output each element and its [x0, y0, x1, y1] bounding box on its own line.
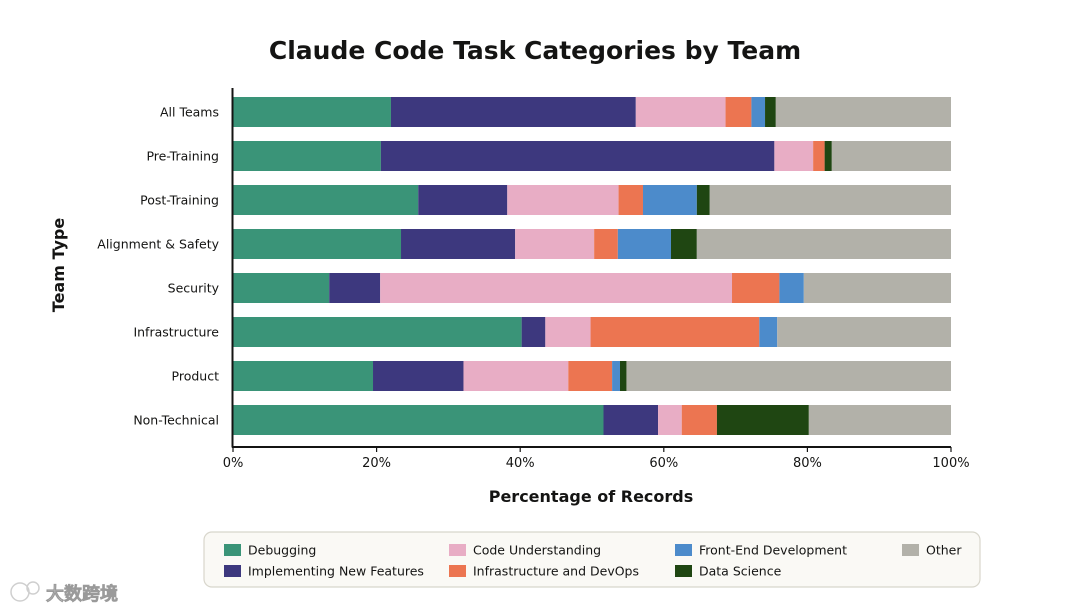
watermark-logo-icon: [10, 582, 30, 602]
bar-alignment-safety-other: [696, 229, 951, 259]
bar-post-training-code-understanding: [507, 185, 619, 215]
category-labels: All Teams Pre-Training Post-Training Alignm…: [97, 105, 219, 428]
bar-non-technical-debugging: [233, 405, 604, 435]
watermark-logo-dot-icon: [26, 581, 40, 595]
x-tick-label-20: 20%: [362, 456, 391, 471]
bar-non-technical-infrastructure-and-devops: [681, 405, 717, 435]
bar-non-technical-code-understanding: [658, 405, 682, 435]
legend-swatch-implementing-new-features: [224, 565, 241, 577]
watermark-text: 大数跨境: [46, 583, 118, 605]
x-axis-ticks: 0% 20% 40% 60% 80% 100%: [223, 447, 970, 471]
x-tick-label-0: 0%: [223, 456, 244, 471]
chart-title: Claude Code Task Categories by Team: [269, 36, 801, 65]
bars-group: [233, 97, 951, 435]
bar-all-teams-code-understanding: [635, 97, 726, 127]
bar-all-teams-infrastructure-and-devops: [725, 97, 752, 127]
category-label-product: Product: [172, 369, 220, 384]
bar-infrastructure-front-end-development: [759, 317, 778, 347]
legend-swatch-data-science: [675, 565, 692, 577]
x-tick-label-60: 60%: [649, 456, 678, 471]
bar-security-front-end-development: [779, 273, 804, 303]
bar-product-code-understanding: [463, 361, 569, 391]
category-label-all-teams: All Teams: [160, 105, 219, 120]
bar-all-teams-front-end-development: [751, 97, 766, 127]
x-tick-label-80: 80%: [793, 456, 822, 471]
bar-security-code-understanding: [380, 273, 733, 303]
x-axis-title: Percentage of Records: [489, 487, 694, 506]
category-label-alignment-safety: Alignment & Safety: [97, 237, 219, 252]
bar-post-training-debugging: [233, 185, 419, 215]
bar-non-technical-data-science: [716, 405, 809, 435]
bar-product-other: [626, 361, 951, 391]
bar-alignment-safety-implementing-new-features: [401, 229, 516, 259]
bar-security-implementing-new-features: [329, 273, 381, 303]
bar-infrastructure-implementing-new-features: [521, 317, 546, 347]
bar-pre-training-debugging: [233, 141, 381, 171]
bar-alignment-safety-data-science: [670, 229, 697, 259]
bar-security-other: [803, 273, 951, 303]
legend-swatch-front-end-development: [675, 544, 692, 556]
bar-infrastructure-debugging: [233, 317, 522, 347]
category-label-non-technical: Non-Technical: [133, 413, 219, 428]
legend-box: [203, 531, 981, 588]
bar-post-training-other: [709, 185, 951, 215]
bar-all-teams-implementing-new-features: [390, 97, 636, 127]
bar-product-front-end-development: [612, 361, 620, 391]
bar-all-teams-debugging: [233, 97, 391, 127]
legend-swatch-infrastructure-and-devops: [449, 565, 466, 577]
category-label-pre-training: Pre-Training: [146, 149, 219, 164]
bar-security-infrastructure-and-devops: [732, 273, 780, 303]
bar-alignment-safety-code-understanding: [515, 229, 595, 259]
bar-all-teams-data-science: [765, 97, 776, 127]
category-label-security: Security: [168, 281, 220, 296]
bar-post-training-implementing-new-features: [418, 185, 508, 215]
legend-swatch-other: [902, 544, 919, 556]
x-tick-label-40: 40%: [506, 456, 535, 471]
bar-product-implementing-new-features: [373, 361, 464, 391]
legend-label-front-end-development: Front-End Development: [699, 543, 847, 558]
legend: Debugging Implementing New Features Code U…: [224, 543, 962, 579]
bar-post-training-front-end-development: [642, 185, 697, 215]
bar-infrastructure-other: [777, 317, 951, 347]
x-tick-label-100: 100%: [932, 456, 969, 471]
legend-label-infrastructure-and-devops: Infrastructure and DevOps: [473, 564, 639, 579]
legend-swatch-debugging: [224, 544, 241, 556]
bar-product-debugging: [233, 361, 374, 391]
bar-pre-training-implementing-new-features: [380, 141, 775, 171]
bar-pre-training-other: [831, 141, 951, 171]
bar-pre-training-infrastructure-and-devops: [813, 141, 825, 171]
legend-swatch-code-understanding: [449, 544, 466, 556]
category-label-post-training: Post-Training: [140, 193, 219, 208]
bar-alignment-safety-front-end-development: [617, 229, 671, 259]
bar-post-training-data-science: [696, 185, 710, 215]
bar-all-teams-other: [775, 97, 951, 127]
bar-pre-training-data-science: [824, 141, 832, 171]
bar-security-debugging: [233, 273, 330, 303]
bar-alignment-safety-debugging: [233, 229, 402, 259]
legend-label-code-understanding: Code Understanding: [473, 543, 601, 558]
bar-non-technical-other: [808, 405, 951, 435]
category-label-infrastructure: Infrastructure: [133, 325, 219, 340]
watermark: 大数跨境: [10, 581, 118, 605]
legend-label-debugging: Debugging: [248, 543, 316, 558]
legend-label-data-science: Data Science: [699, 564, 782, 579]
legend-label-implementing-new-features: Implementing New Features: [248, 564, 424, 579]
bar-infrastructure-code-understanding: [545, 317, 591, 347]
bar-alignment-safety-infrastructure-and-devops: [594, 229, 618, 259]
bar-pre-training-code-understanding: [774, 141, 814, 171]
bar-product-infrastructure-and-devops: [568, 361, 613, 391]
bar-infrastructure-infrastructure-and-devops: [590, 317, 760, 347]
bar-post-training-infrastructure-and-devops: [618, 185, 643, 215]
bar-non-technical-implementing-new-features: [603, 405, 659, 435]
bar-product-data-science: [620, 361, 627, 391]
y-axis-title: Team Type: [49, 218, 68, 313]
legend-label-other: Other: [926, 543, 962, 558]
